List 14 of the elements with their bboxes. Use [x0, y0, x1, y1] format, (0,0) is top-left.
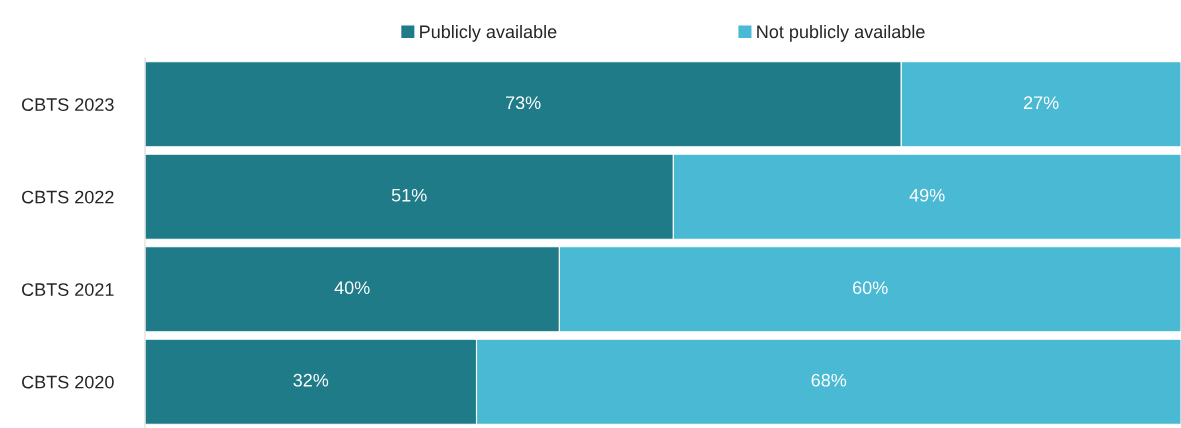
data-label: 68% — [811, 373, 847, 387]
legend-label: Publicly available — [420, 24, 557, 42]
data-label: 51% — [391, 188, 427, 202]
data-label: 60% — [853, 281, 888, 295]
y-tick-label: CBTS 2022 — [22, 190, 114, 204]
y-tick-label: CBTS 2020 — [22, 375, 114, 389]
legend-label: Not publicly available — [757, 24, 925, 42]
data-label: 27% — [1023, 96, 1059, 110]
data-label: 73% — [506, 96, 541, 110]
y-tick-label: CBTS 2023 — [22, 98, 114, 111]
data-label: 49% — [909, 188, 945, 202]
data-label: 32% — [293, 373, 329, 387]
data-label: 40% — [334, 281, 370, 295]
y-tick-label: CBTS 2021 — [22, 283, 114, 296]
